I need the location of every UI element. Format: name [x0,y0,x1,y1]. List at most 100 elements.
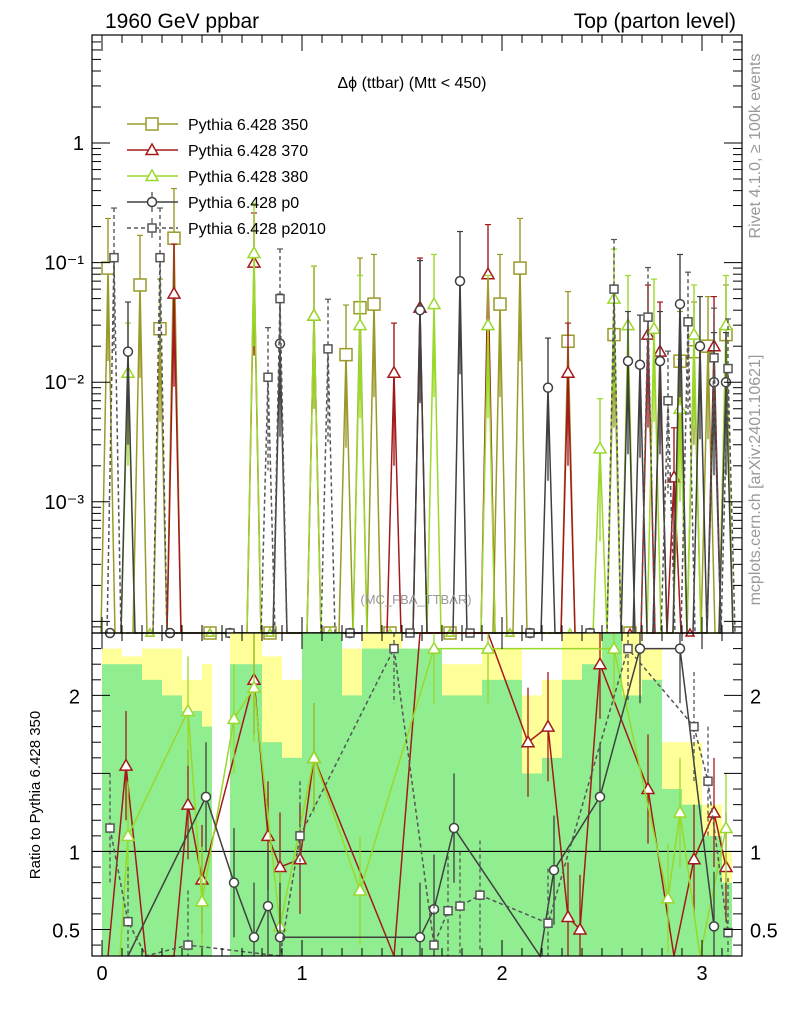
data-point [718,317,734,331]
band-68 [302,633,342,956]
band-68 [522,773,542,956]
data-point [634,359,646,370]
analysis-watermark: (MC_FBA_TTBAR) [360,592,471,607]
data-point [480,641,496,654]
data-point [429,940,439,950]
data-point [133,278,147,292]
band-68 [722,882,732,956]
energy-label: 1960 GeV ppbar [105,10,259,33]
y-tick-label: 1 [73,133,84,155]
band-68 [102,664,122,956]
y-tick-label-right: 1 [750,842,761,864]
data-point [272,859,288,873]
data-point [454,275,466,287]
data-point [144,142,160,156]
y-tick-label: 1 [69,842,80,864]
data-point [694,340,706,352]
data-point [592,656,608,670]
band-68 [682,804,702,956]
data-point [167,231,181,245]
legend: Pythia 6.428 350 Pythia 6.428 370 Pythia 6… [127,117,326,238]
ratio-frame [91,632,743,957]
x-tick-label: 0 [96,963,107,985]
band-68 [602,633,622,956]
y-tick-label: 2 [69,686,80,708]
data-point [683,317,693,327]
data-point [426,641,442,654]
data-point [352,317,368,331]
data-point [654,355,666,367]
ratio-y-label: Ratio to Pythia 6.428 350 [27,711,44,879]
data-point [646,321,662,334]
data-point [572,921,588,935]
data-point [339,347,353,362]
data-point [367,297,381,311]
band-68 [562,679,582,956]
data-point [592,440,608,454]
data-point [560,365,576,378]
data-point [147,223,157,233]
data-point [274,932,286,943]
data-point [109,252,119,263]
main-curves [100,187,736,640]
data-point [262,900,274,912]
data-point [183,940,193,950]
data-point [674,298,686,310]
data-point [689,721,699,732]
data-point [146,196,158,208]
band-68 [482,679,522,956]
data-point [122,346,134,357]
data-point [672,401,688,414]
data-point [414,932,426,943]
data-point [166,286,182,299]
data-point [540,719,556,732]
main-panel: 1 10⁻¹ 10⁻² 10⁻³ Δϕ (ttbar) (Mtt < 450) (MC… [45,34,743,640]
band-68 [122,664,142,956]
y-tick-label-right: 0.5 [750,920,778,942]
y-tick-label: 0.5 [52,920,80,942]
series-line [120,253,734,634]
legend-label: Pythia 6.428 p0 [188,195,299,212]
data-point [634,643,646,654]
data-point [323,344,333,354]
data-point [275,293,285,304]
data-point [306,308,322,321]
series-line [107,632,727,957]
data-point [623,643,633,654]
band-68 [162,695,182,956]
data-point [606,641,622,654]
series [104,230,734,639]
ratio-y-ticks: 0.5 0.5 1 1 2 2 [52,648,778,946]
data-point [118,758,134,771]
data-point [263,372,273,383]
y-tick-label-right: 2 [750,686,761,708]
data-point [226,711,242,725]
data-point [180,703,196,717]
data-point [723,363,733,374]
data-point [448,822,460,834]
data-point [513,261,527,275]
data-point [194,893,210,907]
data-point [542,382,554,393]
data-point [622,355,634,367]
series [119,633,734,957]
data-point [520,734,536,748]
plot-title: Δϕ (ttbar) (Mtt < 450) [337,75,486,92]
data-point [248,932,260,943]
legend-label: Pythia 6.428 p2010 [188,221,326,238]
ratio-panel: 0.5 0.5 1 1 2 2 0 1 2 3 Ratio to Pythia 6.428 35… [27,632,778,985]
legend-label: Pythia 6.428 350 [188,117,308,134]
data-point [643,312,653,322]
data-point [493,297,507,311]
band-68 [182,711,202,956]
legend-label: Pythia 6.428 380 [188,169,308,186]
data-point [352,882,368,896]
series-line [109,646,729,957]
series [105,633,733,957]
data-point [548,864,560,876]
data-point [594,791,606,803]
mcplots-label: mcplots.cern.ch [arXiv:2401.10621] [747,355,764,606]
data-point [295,831,305,841]
data-point [246,680,262,693]
